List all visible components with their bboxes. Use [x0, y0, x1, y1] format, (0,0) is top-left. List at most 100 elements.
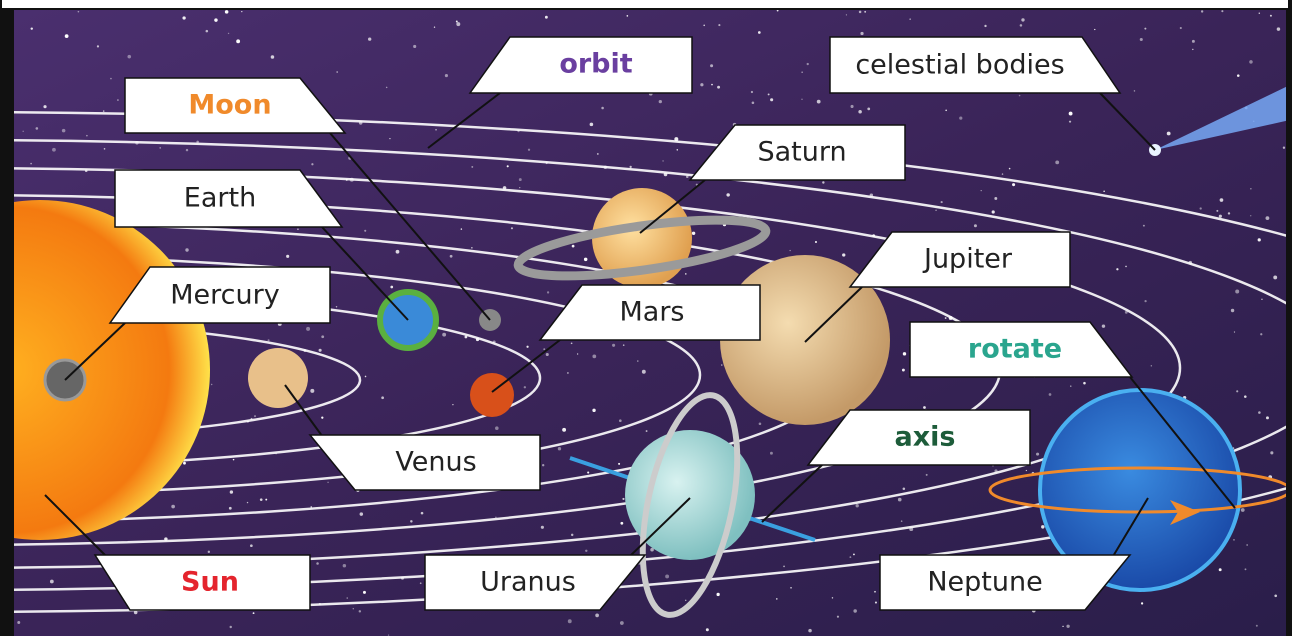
star	[849, 556, 851, 558]
star	[1273, 275, 1277, 279]
star	[718, 24, 720, 26]
star	[567, 372, 568, 373]
star	[1009, 168, 1011, 170]
star	[78, 11, 80, 13]
star	[717, 593, 720, 596]
label: Uranus	[480, 567, 576, 598]
star	[104, 148, 106, 150]
star	[1144, 300, 1146, 302]
star	[783, 565, 785, 567]
star	[364, 230, 366, 232]
star	[601, 107, 604, 110]
star	[853, 553, 855, 555]
star	[316, 562, 319, 565]
star	[86, 135, 88, 137]
star	[1245, 568, 1247, 570]
star	[1260, 333, 1262, 335]
star	[1233, 539, 1235, 541]
star	[592, 409, 595, 412]
star	[620, 621, 624, 625]
star	[768, 93, 770, 95]
star	[1066, 625, 1069, 628]
star	[1083, 382, 1086, 385]
star	[359, 610, 361, 612]
star	[1141, 602, 1143, 604]
star	[97, 45, 99, 47]
star	[183, 462, 186, 465]
star	[1241, 508, 1245, 512]
star	[1256, 625, 1258, 627]
star	[410, 520, 412, 522]
star	[700, 83, 703, 86]
star	[413, 45, 416, 48]
star	[230, 490, 233, 493]
star	[1258, 238, 1261, 241]
star	[456, 22, 460, 26]
star	[571, 342, 573, 344]
label: Earth	[184, 183, 256, 214]
star	[659, 100, 662, 103]
star	[286, 255, 289, 258]
star	[442, 333, 446, 337]
star	[1103, 190, 1105, 192]
star	[1235, 290, 1239, 294]
star	[30, 163, 32, 165]
star	[435, 129, 437, 131]
star	[1259, 12, 1260, 13]
star	[103, 110, 104, 111]
star	[456, 20, 458, 22]
star	[1261, 299, 1262, 300]
star	[692, 232, 695, 235]
star	[495, 517, 496, 518]
star	[346, 597, 348, 599]
star	[875, 602, 877, 604]
label: Saturn	[757, 137, 846, 168]
star	[353, 608, 354, 609]
star	[519, 178, 522, 181]
star	[703, 25, 705, 27]
star	[903, 487, 906, 490]
star	[642, 370, 646, 374]
star	[363, 591, 366, 594]
star	[1216, 210, 1218, 212]
star	[926, 474, 928, 476]
star	[1237, 74, 1240, 77]
star	[807, 63, 809, 65]
star	[901, 520, 903, 522]
star	[726, 193, 729, 196]
star	[1144, 28, 1146, 30]
star	[717, 86, 720, 89]
star	[923, 406, 926, 409]
star	[571, 534, 573, 536]
star	[228, 33, 229, 34]
star	[622, 498, 624, 500]
star	[1143, 225, 1145, 227]
star	[365, 376, 367, 378]
star	[434, 27, 435, 28]
star	[1266, 216, 1270, 220]
star	[860, 32, 863, 35]
star	[759, 422, 762, 425]
star	[253, 612, 255, 614]
star	[587, 471, 589, 473]
star	[543, 348, 545, 350]
star	[507, 165, 509, 167]
star	[584, 258, 587, 261]
star	[801, 99, 802, 100]
star	[945, 317, 947, 319]
star	[595, 614, 599, 618]
star	[992, 210, 995, 213]
star	[117, 99, 119, 101]
star	[1221, 10, 1223, 12]
star	[306, 327, 310, 331]
star	[585, 550, 587, 552]
star	[230, 626, 232, 628]
star	[623, 344, 625, 346]
star	[43, 105, 46, 108]
star	[268, 339, 270, 341]
star	[545, 16, 548, 19]
star	[1125, 266, 1127, 268]
star	[618, 463, 620, 465]
star	[1219, 215, 1222, 218]
star	[790, 587, 792, 589]
